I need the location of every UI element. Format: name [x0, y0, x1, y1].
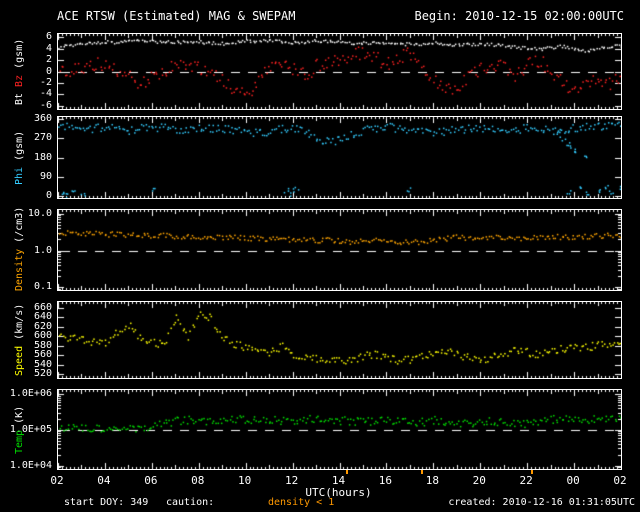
bt-bz-axis-label: Bt Bz (gsm) [14, 33, 28, 110]
caution-marker [530, 470, 533, 474]
x-tick-label: 10 [238, 474, 252, 487]
temp-plot-canvas [58, 390, 621, 469]
start-doy-label: start DOY: 349 [64, 497, 149, 508]
y-tick-label: 620 [33, 320, 52, 332]
axis-label-part: (km/s) [14, 303, 25, 347]
bt-bz-ytick-labels: 6 4 2 0 -2 -4 -6 [0, 31, 55, 111]
x-tick-label: 06 [144, 474, 158, 487]
y-tick-label: 270 [33, 132, 52, 144]
caution-density-value: density < 1 [268, 497, 335, 508]
x-tick-label: 08 [191, 474, 205, 487]
panel-density [57, 209, 622, 291]
y-tick-label: 180 [33, 151, 52, 163]
y-tick-label: -2 [39, 76, 52, 88]
x-axis-title: UTC(hours) [305, 486, 372, 499]
begin-timestamp: Begin: 2010-12-15 02:00:00UTC [414, 9, 624, 23]
caution-marker [345, 470, 348, 474]
y-tick-label: 4 [45, 42, 52, 54]
x-tick-labels: 02 04 06 08 10 12 14 16 18 20 22 00 02 [0, 474, 640, 487]
x-tick-label: 02 [613, 474, 627, 487]
density-plot-canvas [58, 210, 621, 290]
y-tick-label: 0.1 [33, 281, 52, 293]
axis-label-part: (K) [14, 405, 25, 430]
x-tick-label: 00 [566, 474, 580, 487]
y-tick-label: 1.0E+06 [9, 388, 52, 400]
axis-label-part: Temp [14, 429, 25, 454]
axis-label-part: Density [14, 248, 25, 291]
axis-label-part: (gsm) [14, 38, 25, 75]
panel-phi [57, 116, 622, 199]
temp-ytick-labels: 1.0E+06 1.0E+05 1.0E+04 [0, 388, 55, 471]
y-tick-label: 10.0 [27, 207, 52, 219]
x-tick-label: 16 [378, 474, 393, 487]
caution-marker [420, 470, 423, 474]
y-tick-label: 560 [33, 349, 52, 361]
y-tick-label: 1.0 [33, 244, 52, 256]
x-tick-label: 02 [50, 474, 64, 487]
y-tick-label: 0 [45, 65, 52, 77]
panel-bt-bz [57, 33, 622, 110]
page-title: ACE RTSW (Estimated) MAG & SWEPAM [57, 9, 296, 23]
y-tick-label: 6 [45, 31, 52, 43]
panel-temp [57, 389, 622, 470]
axis-label-part: Phi [14, 166, 25, 185]
speed-ytick-labels: 660 640 620 600 580 560 540 520 [0, 301, 55, 380]
created-timestamp: created: 2010-12-16 01:31:05UTC [448, 497, 635, 508]
speed-plot-canvas [58, 302, 621, 378]
footer: start DOY: 349 caution: density < 1 crea… [0, 497, 640, 510]
phi-plot-canvas [58, 117, 621, 198]
x-tick-label: 04 [97, 474, 111, 487]
axis-label-part: (gsm) [14, 130, 25, 167]
bt-bz-plot-canvas [58, 34, 621, 109]
y-tick-label: 540 [33, 358, 52, 370]
y-tick-label: 600 [33, 330, 52, 342]
panel-speed [57, 301, 622, 379]
y-tick-label: -6 [39, 99, 52, 111]
density-ytick-labels: 10.0 1.0 0.1 [0, 207, 55, 293]
x-tick-label: 18 [425, 474, 439, 487]
temp-axis-label: Temp (K) [14, 389, 28, 470]
x-tick-label: 14 [331, 474, 346, 487]
y-tick-label: 0 [45, 190, 52, 202]
axis-label-part: Bt [14, 86, 25, 105]
y-tick-label: 1.0E+04 [9, 459, 52, 471]
y-tick-label: 640 [33, 311, 52, 323]
axis-label-part: (/cm3) [14, 206, 25, 249]
caution-label: caution: [166, 497, 215, 508]
y-tick-label: 660 [33, 301, 52, 313]
y-tick-label: 1.0E+05 [9, 423, 52, 435]
speed-axis-label: Speed (km/s) [14, 301, 28, 379]
density-axis-label: Density (/cm3) [14, 206, 28, 291]
phi-ytick-labels: 360 270 180 90 0 [0, 112, 55, 202]
phi-axis-label: Phi (gsm) [14, 116, 28, 199]
y-tick-label: 360 [33, 112, 52, 124]
y-tick-label: 520 [33, 368, 52, 380]
y-tick-label: 2 [45, 54, 52, 66]
x-tick-label: 20 [472, 474, 486, 487]
x-tick-label: 22 [519, 474, 533, 487]
axis-label-part: Bz [14, 74, 25, 87]
axis-label-part: Speed [14, 346, 25, 377]
y-tick-label: -4 [39, 88, 52, 100]
y-tick-label: 90 [39, 170, 52, 182]
y-tick-label: 580 [33, 339, 52, 351]
x-tick-label: 12 [284, 474, 299, 487]
